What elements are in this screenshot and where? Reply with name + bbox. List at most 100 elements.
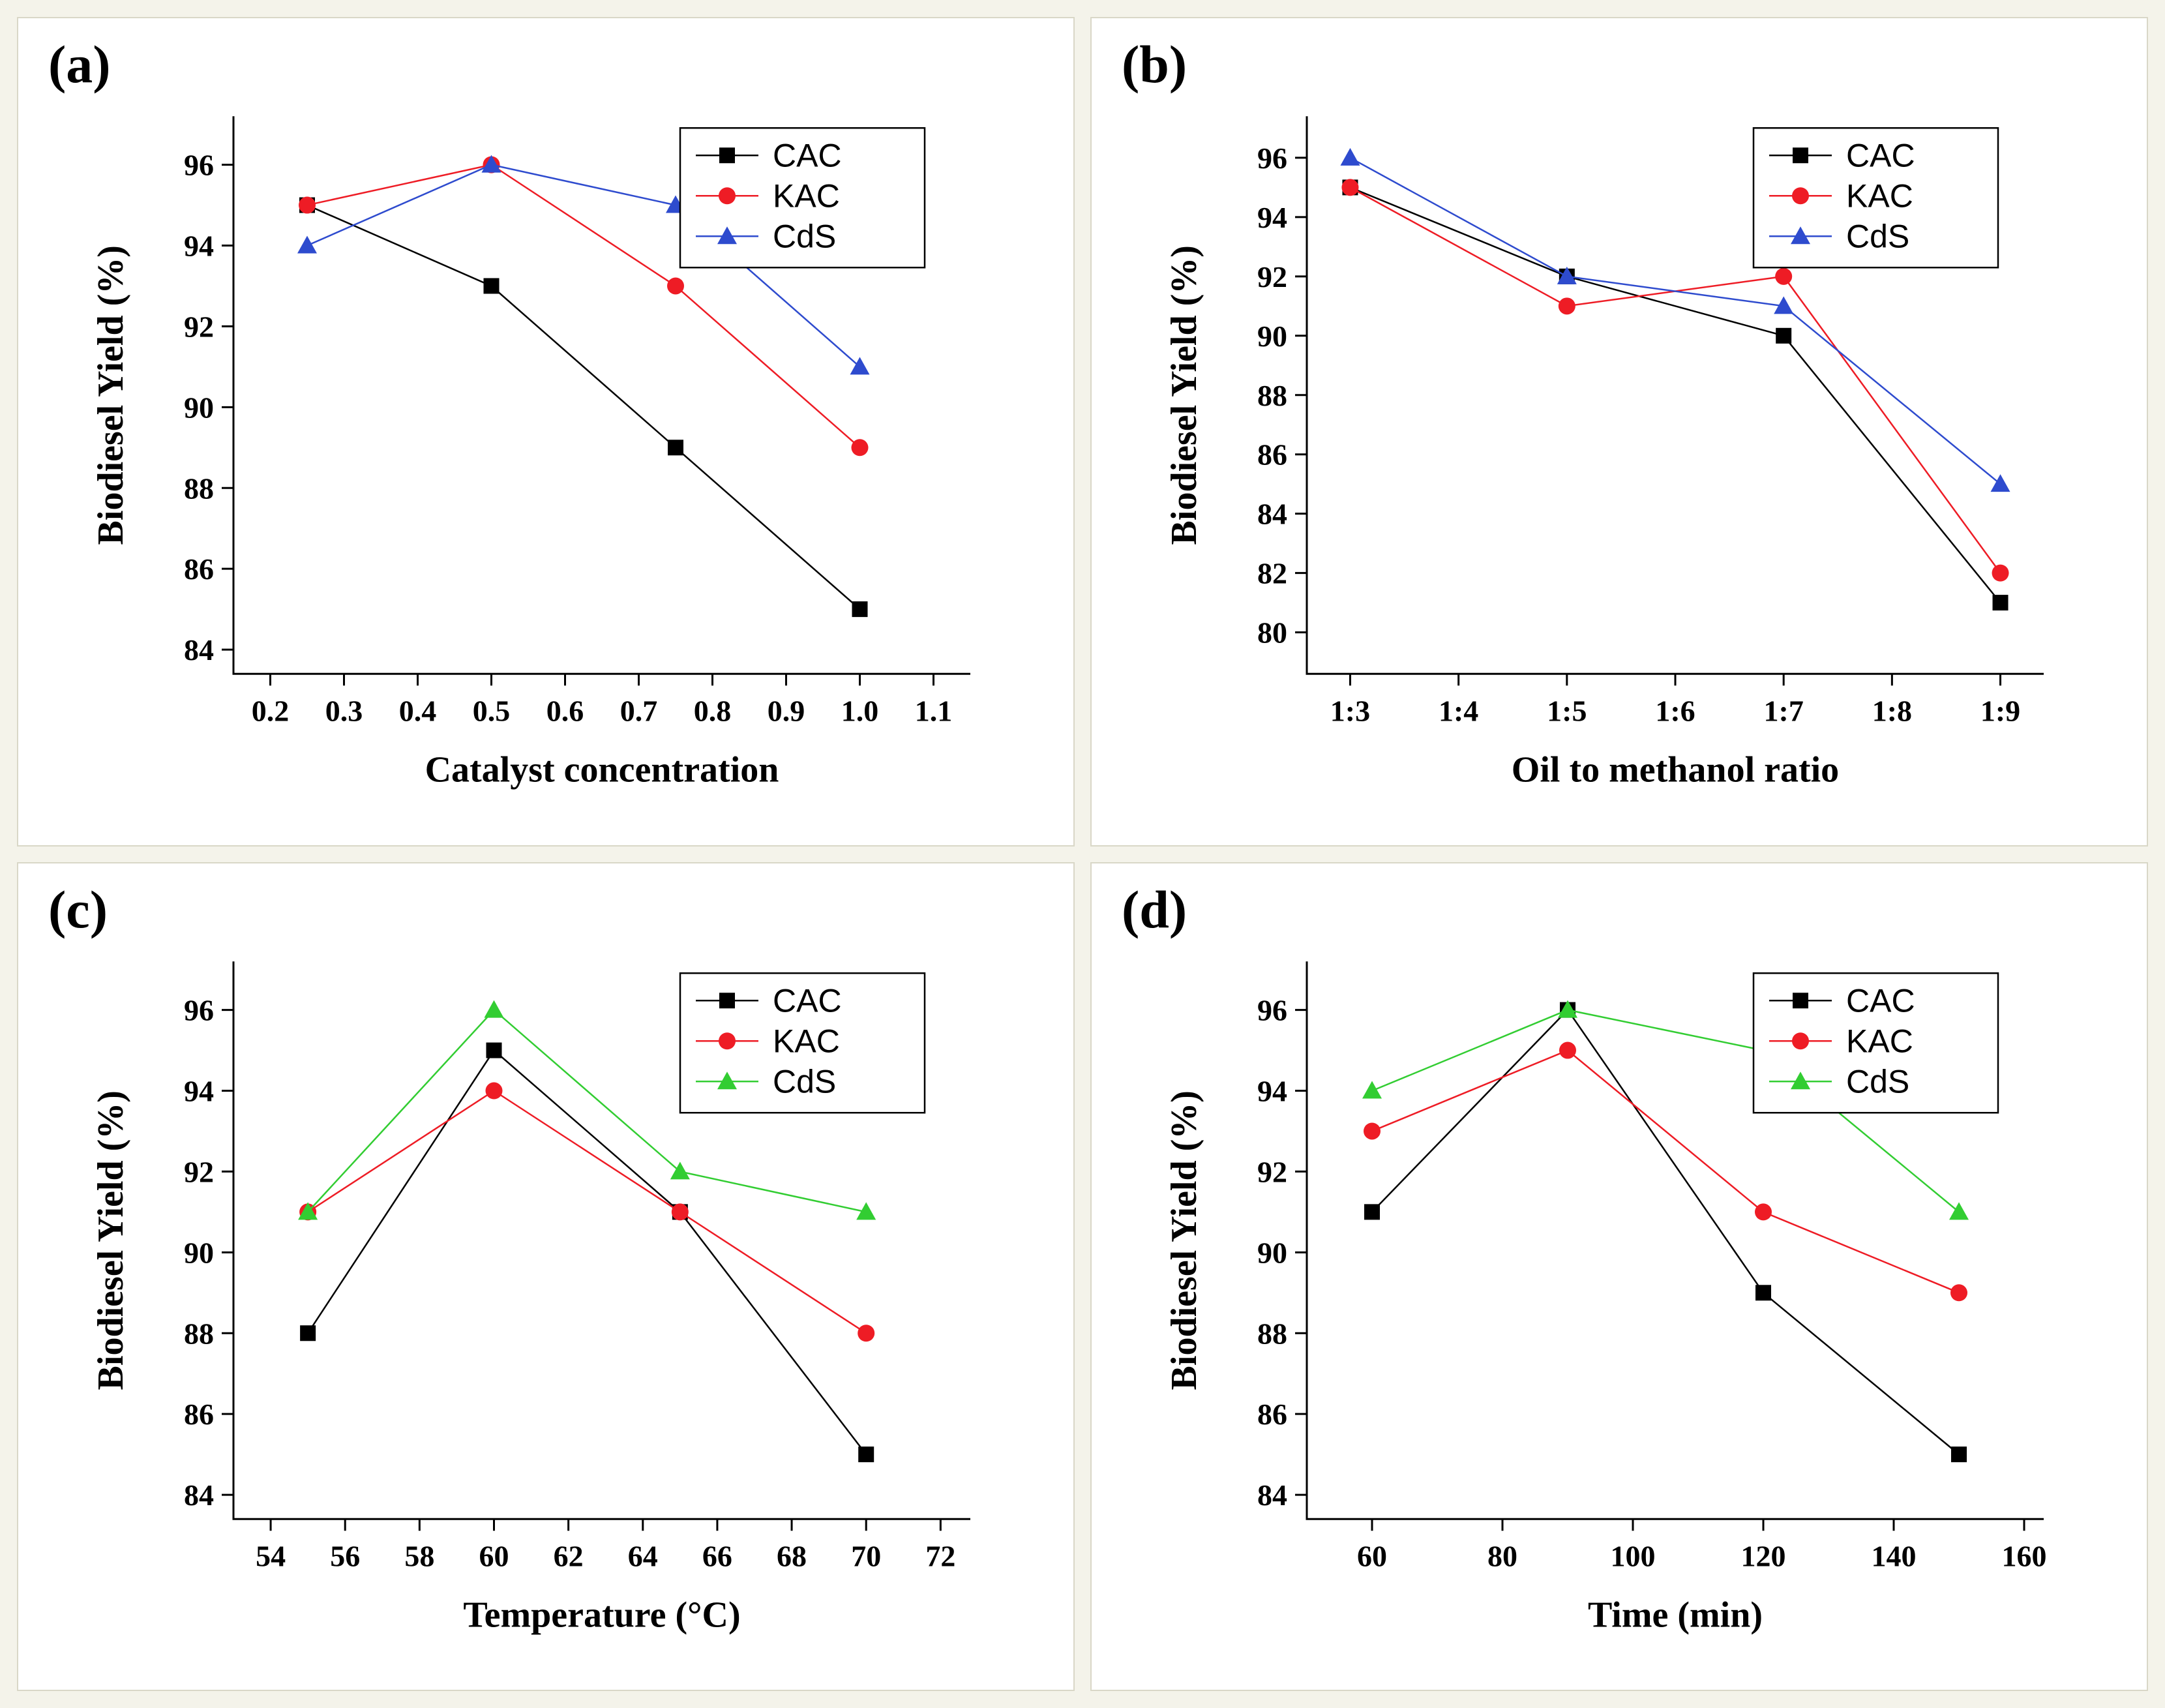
marker-KAC xyxy=(1950,1283,1967,1301)
y-tick-label: 86 xyxy=(184,1398,214,1431)
legend-marker-CAC xyxy=(719,147,735,164)
x-tick-label: 0.6 xyxy=(546,694,584,727)
marker-KAC xyxy=(299,196,316,214)
panel-label-d: (d) xyxy=(1122,879,1187,939)
x-tick-label: 66 xyxy=(702,1539,732,1572)
x-tick-label: 1:6 xyxy=(1655,694,1695,727)
x-tick-label: 60 xyxy=(479,1539,509,1572)
marker-KAC xyxy=(1558,297,1575,315)
y-tick-label: 88 xyxy=(184,1317,214,1350)
x-tick-label: 0.2 xyxy=(252,694,290,727)
series-line-CdS xyxy=(1371,1008,1960,1212)
series-line-CAC xyxy=(306,204,861,610)
x-tick-label: 160 xyxy=(2002,1539,2047,1572)
marker-CdS xyxy=(481,155,501,173)
legend-label-CAC: CAC xyxy=(773,137,842,173)
marker-KAC xyxy=(1775,267,1793,285)
marker-CAC xyxy=(1364,1203,1380,1220)
marker-KAC xyxy=(1992,564,2009,582)
x-tick-label: 140 xyxy=(1872,1539,1917,1572)
x-tick-label: 0.9 xyxy=(768,694,805,727)
y-tick-label: 88 xyxy=(1257,379,1287,412)
marker-CdS xyxy=(1774,296,1794,314)
marker-KAC xyxy=(485,1082,503,1100)
x-tick-label: 1:5 xyxy=(1547,694,1587,727)
y-tick-label: 88 xyxy=(184,472,214,505)
marker-KAC xyxy=(667,277,684,295)
x-tick-label: 58 xyxy=(404,1539,434,1572)
y-tick-label: 94 xyxy=(184,230,214,263)
panel-b: (b) 80 82 84 86 88 90 92 94 96 1:3 1:4 1:5 1:6 1:7 1:8… xyxy=(1090,17,2148,847)
y-tick-label: 90 xyxy=(184,1236,214,1269)
x-tick-label: 1:8 xyxy=(1872,694,1912,727)
legend-label-KAC: KAC xyxy=(773,177,840,214)
marker-CAC xyxy=(300,1325,316,1341)
axis-lines xyxy=(232,116,970,675)
y-axis-label: Biodiesel Yield (%) xyxy=(1164,1090,1204,1390)
legend-label-CdS: CdS xyxy=(1846,218,1909,254)
legend-label-CAC: CAC xyxy=(773,982,842,1019)
chart-b: 80 82 84 86 88 90 92 94 96 1:3 1:4 1:5 1:6 1:7 1:8 1:9 B… xyxy=(1092,18,2147,845)
y-tick-label: 84 xyxy=(1257,1478,1287,1512)
y-tick-label: 86 xyxy=(1257,438,1287,472)
series-line-KAC xyxy=(307,1089,867,1334)
chart-a: 84 86 88 90 92 94 96 0.2 0.3 0.4 0.5 0.6 0.7 0.8 0.9 1.… xyxy=(18,18,1073,845)
chart-svg-a: 84 86 88 90 92 94 96 0.2 0.3 0.4 0.5 0.6 0.7 0.8 0.9 1.… xyxy=(91,116,970,790)
y-tick-label: 96 xyxy=(1257,993,1287,1026)
x-tick-label: 54 xyxy=(256,1539,286,1572)
y-tick-label: 80 xyxy=(1257,616,1287,650)
y-tick-label: 94 xyxy=(1257,201,1287,234)
marker-CdS xyxy=(1557,266,1577,284)
legend-marker-CAC xyxy=(1793,147,1808,164)
marker-KAC xyxy=(858,1324,875,1341)
legend-marker-CdS xyxy=(1791,1071,1810,1089)
y-tick-label: 96 xyxy=(1257,142,1287,175)
x-tick-label: 1:9 xyxy=(1980,694,2020,727)
marker-CdS xyxy=(1949,1201,1969,1220)
marker-KAC xyxy=(1755,1203,1772,1220)
panel-label-c: (c) xyxy=(48,879,108,939)
y-tick-label: 90 xyxy=(1257,320,1287,353)
legend-marker-CdS xyxy=(717,226,737,245)
marker-CAC xyxy=(858,1446,874,1462)
series-line-KAC xyxy=(306,164,861,449)
y-tick-label: 94 xyxy=(184,1074,214,1107)
chart-svg-c: 84 86 88 90 92 94 96 54 56 58 60 62 64 66 68 70 72 Biodie… xyxy=(91,961,970,1635)
x-tick-label: 56 xyxy=(330,1539,360,1572)
marker-KAC xyxy=(851,439,869,457)
y-tick-label: 92 xyxy=(184,1155,214,1188)
y-tick-label: 92 xyxy=(1257,1155,1287,1188)
series-line-CdS xyxy=(307,1008,867,1213)
marker-CdS xyxy=(1340,147,1360,166)
panel-label-b: (b) xyxy=(1122,35,1187,94)
x-tick-label: 1:7 xyxy=(1764,694,1804,727)
marker-CAC xyxy=(1992,595,2008,611)
y-tick-label: 82 xyxy=(1257,557,1287,590)
y-tick-label: 84 xyxy=(1257,498,1287,531)
legend-marker-CdS xyxy=(1791,226,1810,245)
x-tick-label: 1.0 xyxy=(841,694,879,727)
panel-label-a: (a) xyxy=(48,35,111,94)
y-tick-label: 94 xyxy=(1257,1074,1287,1107)
legend-marker-CAC xyxy=(719,992,735,1008)
x-tick-label: 1.1 xyxy=(915,694,953,727)
series-line-CAC xyxy=(307,1049,867,1455)
y-tick-label: 96 xyxy=(184,993,214,1026)
y-axis-label: Biodiesel Yield (%) xyxy=(1164,245,1204,545)
marker-CdS xyxy=(850,357,870,375)
axis-lines xyxy=(1306,961,2044,1520)
legend-marker-KAC xyxy=(719,1032,736,1049)
x-axis-label: Oil to methanol ratio xyxy=(1512,749,1839,790)
y-tick-label: 84 xyxy=(184,1478,214,1512)
axis-lines xyxy=(1306,116,2044,675)
x-tick-label: 64 xyxy=(628,1539,658,1572)
marker-KAC xyxy=(1341,179,1359,196)
x-tick-label: 0.4 xyxy=(399,694,437,727)
y-tick-label: 96 xyxy=(184,149,214,182)
y-tick-label: 88 xyxy=(1257,1317,1287,1350)
marker-CdS xyxy=(1990,474,2010,492)
x-tick-label: 62 xyxy=(554,1539,584,1572)
chart-c: 84 86 88 90 92 94 96 54 56 58 60 62 64 66 68 70 72 Biodie… xyxy=(18,863,1073,1690)
marker-CdS xyxy=(670,1161,690,1179)
